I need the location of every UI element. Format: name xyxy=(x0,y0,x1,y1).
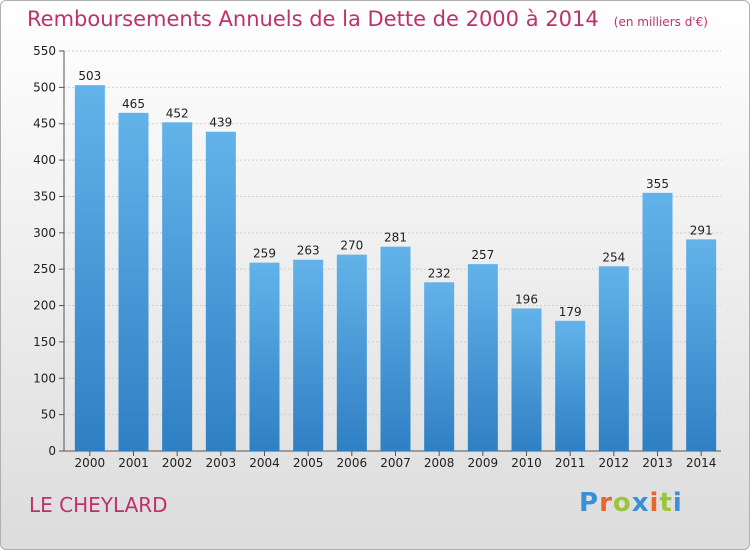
data-label-2014: 291 xyxy=(690,223,713,237)
chart-subtitle: (en milliers d'€) xyxy=(613,15,708,29)
data-label-2011: 179 xyxy=(559,305,582,319)
bar-2007 xyxy=(380,246,411,451)
data-label-2001: 465 xyxy=(122,97,145,111)
proxiti-logo: Proxiti xyxy=(579,488,683,518)
x-tick-label: 2013 xyxy=(642,456,673,470)
x-tick-label: 2011 xyxy=(555,456,586,470)
y-tick-label: 350 xyxy=(33,189,56,203)
data-label-2003: 439 xyxy=(209,116,232,130)
y-tick-label: 300 xyxy=(33,226,56,240)
x-tick-label: 2002 xyxy=(162,456,193,470)
bar-2002 xyxy=(162,122,193,451)
bar-2004 xyxy=(249,262,280,451)
data-label-2013: 355 xyxy=(646,177,669,191)
bar-2000 xyxy=(74,85,105,451)
y-tick-label: 450 xyxy=(33,117,56,131)
y-tick-label: 500 xyxy=(33,80,56,94)
bar-2012 xyxy=(598,266,629,451)
data-label-2012: 254 xyxy=(602,250,625,264)
x-tick-label: 2014 xyxy=(686,456,717,470)
x-tick-label: 2008 xyxy=(424,456,455,470)
data-label-2007: 281 xyxy=(384,231,407,245)
bar-2003 xyxy=(205,131,236,451)
label-layer: 503 465 452 439 259 263 270 281 232 257 196 179 254 3… xyxy=(78,69,712,319)
y-tick-label: 0 xyxy=(48,444,56,458)
x-tick-label: 2009 xyxy=(468,456,499,470)
x-tick-label: 2007 xyxy=(380,456,411,470)
data-label-2005: 263 xyxy=(297,244,320,258)
x-tick-label: 2010 xyxy=(511,456,542,470)
data-label-2002: 452 xyxy=(166,106,189,120)
data-label-2006: 270 xyxy=(340,239,363,253)
commune-name: LE CHEYLARD xyxy=(29,493,168,517)
data-label-2010: 196 xyxy=(515,292,538,306)
chart-title: Remboursements Annuels de la Dette de 20… xyxy=(27,7,599,31)
x-tick-label: 2006 xyxy=(337,456,368,470)
x-tick-label: 2001 xyxy=(118,456,149,470)
bar-2011 xyxy=(555,320,586,451)
bar-layer xyxy=(74,85,717,452)
y-tick-label: 400 xyxy=(33,153,56,167)
bar-2001 xyxy=(118,112,149,452)
data-label-2000: 503 xyxy=(78,69,101,83)
y-tick-label: 150 xyxy=(33,335,56,349)
bar-2013 xyxy=(642,192,673,451)
x-tick-label: 2012 xyxy=(599,456,630,470)
y-tick-label: 250 xyxy=(33,262,56,276)
bar-2014 xyxy=(686,239,717,451)
chart-title-block: Remboursements Annuels de la Dette de 20… xyxy=(27,7,708,31)
x-tick-label: 2003 xyxy=(206,456,237,470)
bar-2010 xyxy=(511,308,542,451)
data-label-2008: 232 xyxy=(428,266,451,280)
y-tick-label: 550 xyxy=(33,44,56,58)
x-tick-label: 2004 xyxy=(249,456,280,470)
bar-2009 xyxy=(467,264,498,451)
data-label-2004: 259 xyxy=(253,247,276,261)
bar-2005 xyxy=(293,259,324,451)
x-tick-label: 2000 xyxy=(75,456,106,470)
bar-2006 xyxy=(336,254,367,451)
data-label-2009: 257 xyxy=(471,248,494,262)
bar-2008 xyxy=(424,282,455,451)
y-tick-label: 50 xyxy=(41,408,56,422)
y-tick-label: 200 xyxy=(33,299,56,313)
x-tick-label: 2005 xyxy=(293,456,324,470)
y-tick-label: 100 xyxy=(33,371,56,385)
